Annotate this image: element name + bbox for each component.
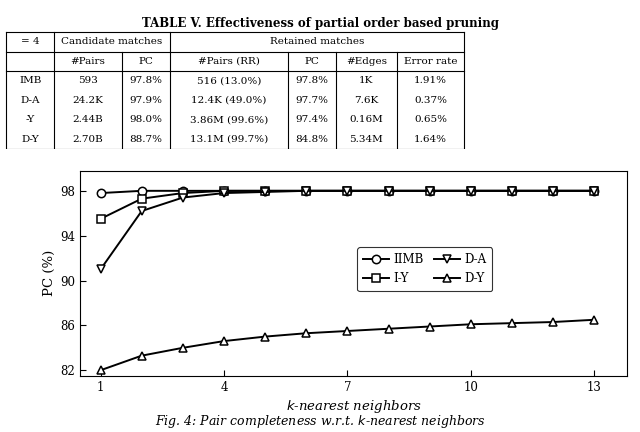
D-A [97, 267, 104, 272]
D-A [303, 188, 310, 194]
D-A [344, 188, 351, 194]
Text: 98.0%: 98.0% [129, 115, 162, 124]
Text: TABLE V. Effectiveness of partial order based pruning: TABLE V. Effectiveness of partial order … [141, 17, 499, 30]
IIMB [385, 188, 392, 194]
Text: #Pairs: #Pairs [70, 57, 106, 66]
Text: #Pairs (RR): #Pairs (RR) [198, 57, 260, 66]
D-Y [179, 345, 187, 350]
Text: 84.8%: 84.8% [296, 135, 328, 144]
I-Y [179, 191, 187, 196]
I-Y [344, 188, 351, 194]
D-A [467, 188, 475, 194]
D-A [138, 208, 145, 213]
I-Y [508, 188, 516, 194]
Text: D-A: D-A [20, 96, 40, 105]
I-Y [97, 216, 104, 222]
IIMB [303, 188, 310, 194]
IIMB [508, 188, 516, 194]
Text: 24.2K: 24.2K [72, 96, 104, 105]
IIMB [344, 188, 351, 194]
Text: 97.7%: 97.7% [296, 96, 328, 105]
Text: 97.8%: 97.8% [296, 76, 328, 85]
D-Y [138, 353, 145, 358]
Text: #Edges: #Edges [346, 57, 387, 66]
Text: 2.44B: 2.44B [72, 115, 104, 124]
D-Y [385, 326, 392, 331]
Text: = 4: = 4 [21, 37, 40, 46]
D-Y [467, 322, 475, 327]
D-Y [549, 319, 557, 324]
Line: I-Y: I-Y [97, 187, 598, 223]
Text: -Y: -Y [26, 115, 35, 124]
D-A [220, 191, 228, 196]
Line: D-Y: D-Y [97, 316, 598, 375]
Text: 97.4%: 97.4% [296, 115, 328, 124]
D-A [426, 188, 433, 194]
IIMB [467, 188, 475, 194]
I-Y [591, 188, 598, 194]
Text: 13.1M (99.7%): 13.1M (99.7%) [189, 135, 268, 144]
I-Y [138, 196, 145, 201]
I-Y [549, 188, 557, 194]
Text: 97.9%: 97.9% [129, 96, 162, 105]
D-Y [344, 328, 351, 334]
D-Y [220, 339, 228, 344]
D-Y [591, 317, 598, 322]
IIMB [179, 188, 187, 194]
Text: 88.7%: 88.7% [129, 135, 162, 144]
Text: Retained matches: Retained matches [269, 37, 364, 46]
IIMB [549, 188, 557, 194]
Text: 593: 593 [78, 76, 98, 85]
Text: Error rate: Error rate [404, 57, 457, 66]
D-Y [303, 330, 310, 336]
Text: 516 (13.0%): 516 (13.0%) [196, 76, 261, 85]
Text: 1.91%: 1.91% [414, 76, 447, 85]
D-Y [508, 321, 516, 326]
I-Y [385, 188, 392, 194]
Y-axis label: PC (%): PC (%) [43, 250, 56, 296]
Text: 3.86M (99.6%): 3.86M (99.6%) [189, 115, 268, 124]
Text: Candidate matches: Candidate matches [61, 37, 163, 46]
IIMB [591, 188, 598, 194]
D-Y [426, 324, 433, 329]
D-Y [261, 334, 269, 339]
I-Y [303, 188, 310, 194]
Line: IIMB: IIMB [97, 187, 598, 197]
Text: 0.16M: 0.16M [349, 115, 383, 124]
Text: IMB: IMB [19, 76, 42, 85]
I-Y [467, 188, 475, 194]
Text: 7.6K: 7.6K [355, 96, 378, 105]
D-A [385, 188, 392, 194]
Text: 0.37%: 0.37% [414, 96, 447, 105]
IIMB [426, 188, 433, 194]
IIMB [138, 188, 145, 194]
Text: D-Y: D-Y [22, 135, 39, 144]
D-Y [97, 368, 104, 373]
D-A [549, 188, 557, 194]
I-Y [261, 188, 269, 194]
Text: PC: PC [138, 57, 153, 66]
X-axis label: $k$-nearest neighbors: $k$-nearest neighbors [285, 398, 422, 415]
IIMB [220, 188, 228, 194]
Text: 5.34M: 5.34M [349, 135, 383, 144]
I-Y [426, 188, 433, 194]
Text: 12.4K (49.0%): 12.4K (49.0%) [191, 96, 266, 105]
Line: D-A: D-A [97, 187, 598, 273]
Text: PC: PC [305, 57, 319, 66]
Text: 1.64%: 1.64% [414, 135, 447, 144]
Text: 1K: 1K [359, 76, 374, 85]
D-A [261, 189, 269, 194]
Text: 0.65%: 0.65% [414, 115, 447, 124]
I-Y [220, 188, 228, 194]
Text: 97.8%: 97.8% [129, 76, 162, 85]
Text: Fig. 4: Pair completeness w.r.t. $k$-nearest neighbors: Fig. 4: Pair completeness w.r.t. $k$-nea… [154, 413, 486, 430]
IIMB [261, 188, 269, 194]
IIMB [97, 191, 104, 196]
Legend: IIMB, I-Y, D-A, D-Y: IIMB, I-Y, D-A, D-Y [357, 247, 492, 291]
D-A [179, 195, 187, 200]
D-A [508, 188, 516, 194]
D-A [591, 188, 598, 194]
Text: 2.70B: 2.70B [72, 135, 104, 144]
